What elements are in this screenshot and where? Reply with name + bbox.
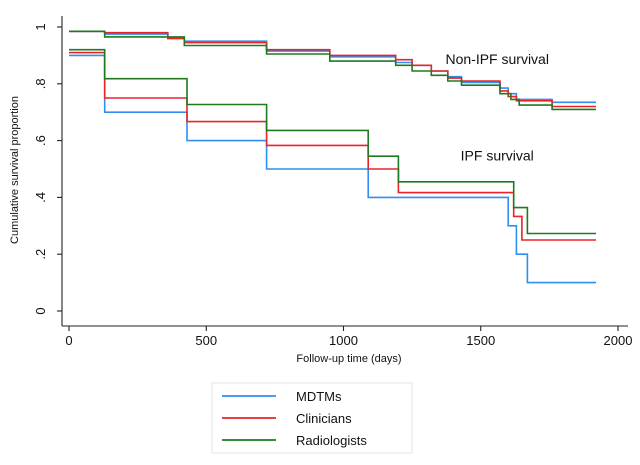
legend: MDTMs Clinicians Radiologists bbox=[211, 382, 413, 454]
annotations: Non-IPF survival IPF survival bbox=[445, 51, 548, 164]
legend-label-radiologists: Radiologists bbox=[296, 433, 367, 448]
x-tick-label: 0 bbox=[65, 333, 72, 348]
y-tick-label: .8 bbox=[33, 78, 48, 89]
y-tick-label: .4 bbox=[33, 192, 48, 203]
x-tick-label: 1000 bbox=[329, 333, 358, 348]
series-line-clinicians-ipf bbox=[69, 51, 596, 241]
axes bbox=[61, 16, 628, 327]
x-tick-label: 2000 bbox=[604, 333, 633, 348]
y-tick-label: 0 bbox=[33, 307, 48, 314]
annotation-label: IPF survival bbox=[461, 147, 534, 163]
x-ticks: 0 500 1000 1500 2000 bbox=[65, 326, 632, 348]
legend-label-mdtms: MDTMs bbox=[296, 389, 342, 404]
series-line-mdtms-ipf bbox=[69, 54, 596, 284]
plot-lines bbox=[69, 30, 596, 284]
y-tick-label: .6 bbox=[33, 135, 48, 146]
x-tick-label: 1500 bbox=[466, 333, 495, 348]
x-tick-label: 500 bbox=[195, 333, 217, 348]
series-line-clinicians-non-ipf bbox=[69, 30, 596, 108]
y-ticks: 0 .2 .4 .6 .8 1 bbox=[33, 23, 62, 315]
y-axis-title: Cumulative survival proportion bbox=[9, 96, 21, 244]
y-tick-label: 1 bbox=[33, 23, 48, 30]
annotation-label: Non-IPF survival bbox=[445, 51, 548, 67]
series-line-radiologists-ipf bbox=[69, 48, 596, 235]
y-tick-label: .2 bbox=[33, 249, 48, 260]
legend-label-clinicians: Clinicians bbox=[296, 411, 352, 426]
series-line-radiologists-non-ipf bbox=[69, 30, 596, 111]
x-axis-title: Follow-up time (days) bbox=[296, 353, 401, 365]
